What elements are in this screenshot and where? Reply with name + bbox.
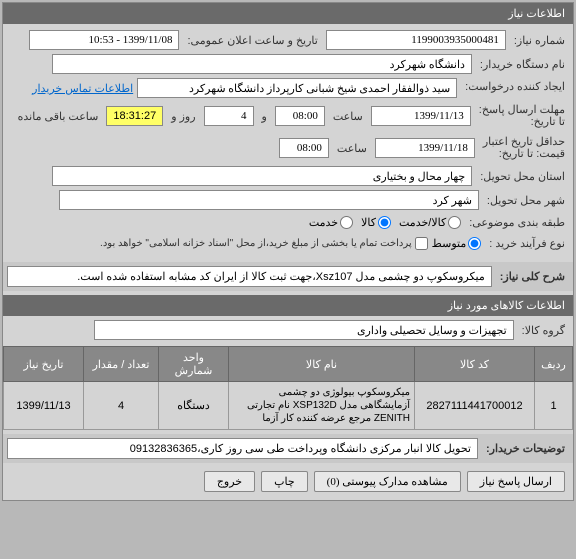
province-label: استان محل تحویل:: [476, 168, 569, 185]
deadline-and: و: [258, 108, 271, 125]
deadline-suffix: ساعت باقی مانده: [14, 108, 103, 125]
buyer-notes-label: توضیحات خریدار:: [482, 440, 569, 457]
page-header: اطلاعات نیاز: [3, 3, 573, 24]
print-button[interactable]: چاپ: [261, 471, 308, 492]
col-2: نام کالا: [229, 347, 415, 382]
col-1: کد کالا: [415, 347, 535, 382]
buyer-org-label: نام دستگاه خریدار:: [476, 56, 569, 73]
minvalid-time-field[interactable]: [279, 138, 329, 158]
buyer-notes-field: تحویل کالا انبار مرکزی دانشگاه وپرداخت ط…: [7, 438, 478, 459]
col-5: تاریخ نیاز: [4, 347, 84, 382]
announce-field[interactable]: [29, 30, 179, 50]
buyprocess-radio-group: متوسط: [432, 237, 482, 250]
table-row: 1 2827111441700012 میکروسکوپ بیولوژی دو …: [4, 382, 573, 430]
general-desc-field: میکروسکوپ دو چشمی مدل Xsz107،جهت ثبت کال…: [7, 266, 492, 287]
minvalid-label: حداقل تاریخ اعتبار قیمت: تا تاریخ:: [479, 134, 569, 162]
budget-radio-0[interactable]: کالا/خدمت: [399, 216, 461, 229]
col-4: تعداد / مقدار: [84, 347, 159, 382]
minvalid-date-field[interactable]: [375, 138, 475, 158]
countdown-box: 18:31:27: [106, 106, 163, 126]
cell-0-3: دستگاه: [159, 382, 229, 430]
goods-group-field[interactable]: [94, 320, 514, 340]
send-answer-button[interactable]: ارسال پاسخ نیاز: [467, 471, 565, 492]
announce-label: تاریخ و ساعت اعلان عمومی:: [183, 32, 321, 49]
buyer-org-field[interactable]: [52, 54, 472, 74]
exit-button[interactable]: خروج: [204, 471, 255, 492]
contact-buyer-link[interactable]: اطلاعات تماس خریدار: [32, 82, 133, 95]
cell-0-5: 1399/11/13: [4, 382, 84, 430]
deadline-label: مهلت ارسال پاسخ: تا تاریخ:: [475, 102, 569, 130]
budget-radio-2[interactable]: خدمت: [309, 216, 353, 229]
need-number-field[interactable]: [326, 30, 506, 50]
deadline-remaining-label: روز و: [167, 108, 199, 125]
cell-0-1: 2827111441700012: [415, 382, 535, 430]
deadline-time-label: ساعت: [329, 108, 367, 125]
cell-0-2: میکروسکوپ بیولوژی دو چشمی آزمایشگاهی مدل…: [229, 382, 415, 430]
city-field[interactable]: [59, 190, 479, 210]
province-field[interactable]: [52, 166, 472, 186]
table-header-row: ردیف کد کالا نام کالا واحد شمارش تعداد /…: [4, 347, 573, 382]
col-3: واحد شمارش: [159, 347, 229, 382]
deadline-date-field[interactable]: [371, 106, 471, 126]
buyprocess-label: نوع فرآیند خرید :: [485, 235, 569, 252]
page-title: اطلاعات نیاز: [508, 8, 565, 20]
creator-label: ایجاد کننده درخواست:: [461, 79, 569, 96]
budget-radio-1[interactable]: کالا: [361, 216, 391, 229]
creator-field[interactable]: [137, 78, 457, 98]
goods-table: ردیف کد کالا نام کالا واحد شمارش تعداد /…: [3, 346, 573, 430]
view-attach-button[interactable]: مشاهده مدارک پیوستی (0): [314, 471, 461, 492]
treasury-checkbox[interactable]: پرداخت تمام یا بخشی از مبلغ خرید،از محل …: [100, 237, 428, 250]
buttons-row: ارسال پاسخ نیاز مشاهده مدارک پیوستی (0) …: [3, 463, 573, 500]
cell-0-4: 4: [84, 382, 159, 430]
buyprocess-radio-0[interactable]: متوسط: [432, 237, 482, 250]
goods-group-label: گروه کالا:: [518, 322, 569, 339]
general-desc-label: شرح کلی نیاز:: [496, 268, 569, 285]
deadline-days-field[interactable]: [204, 106, 254, 126]
col-0: ردیف: [535, 347, 573, 382]
minvalid-time-label: ساعت: [333, 140, 371, 157]
cell-0-0: 1: [535, 382, 573, 430]
budget-radio-group: کالا/خدمت کالا خدمت: [309, 216, 461, 229]
goods-info-header: اطلاعات کالاهای مورد نیاز: [3, 295, 573, 316]
need-number-label: شماره نیاز:: [510, 32, 569, 49]
deadline-time-field[interactable]: [275, 106, 325, 126]
budget-label: طبقه بندی موضوعی:: [465, 214, 569, 231]
city-label: شهر محل تحویل:: [483, 192, 569, 209]
